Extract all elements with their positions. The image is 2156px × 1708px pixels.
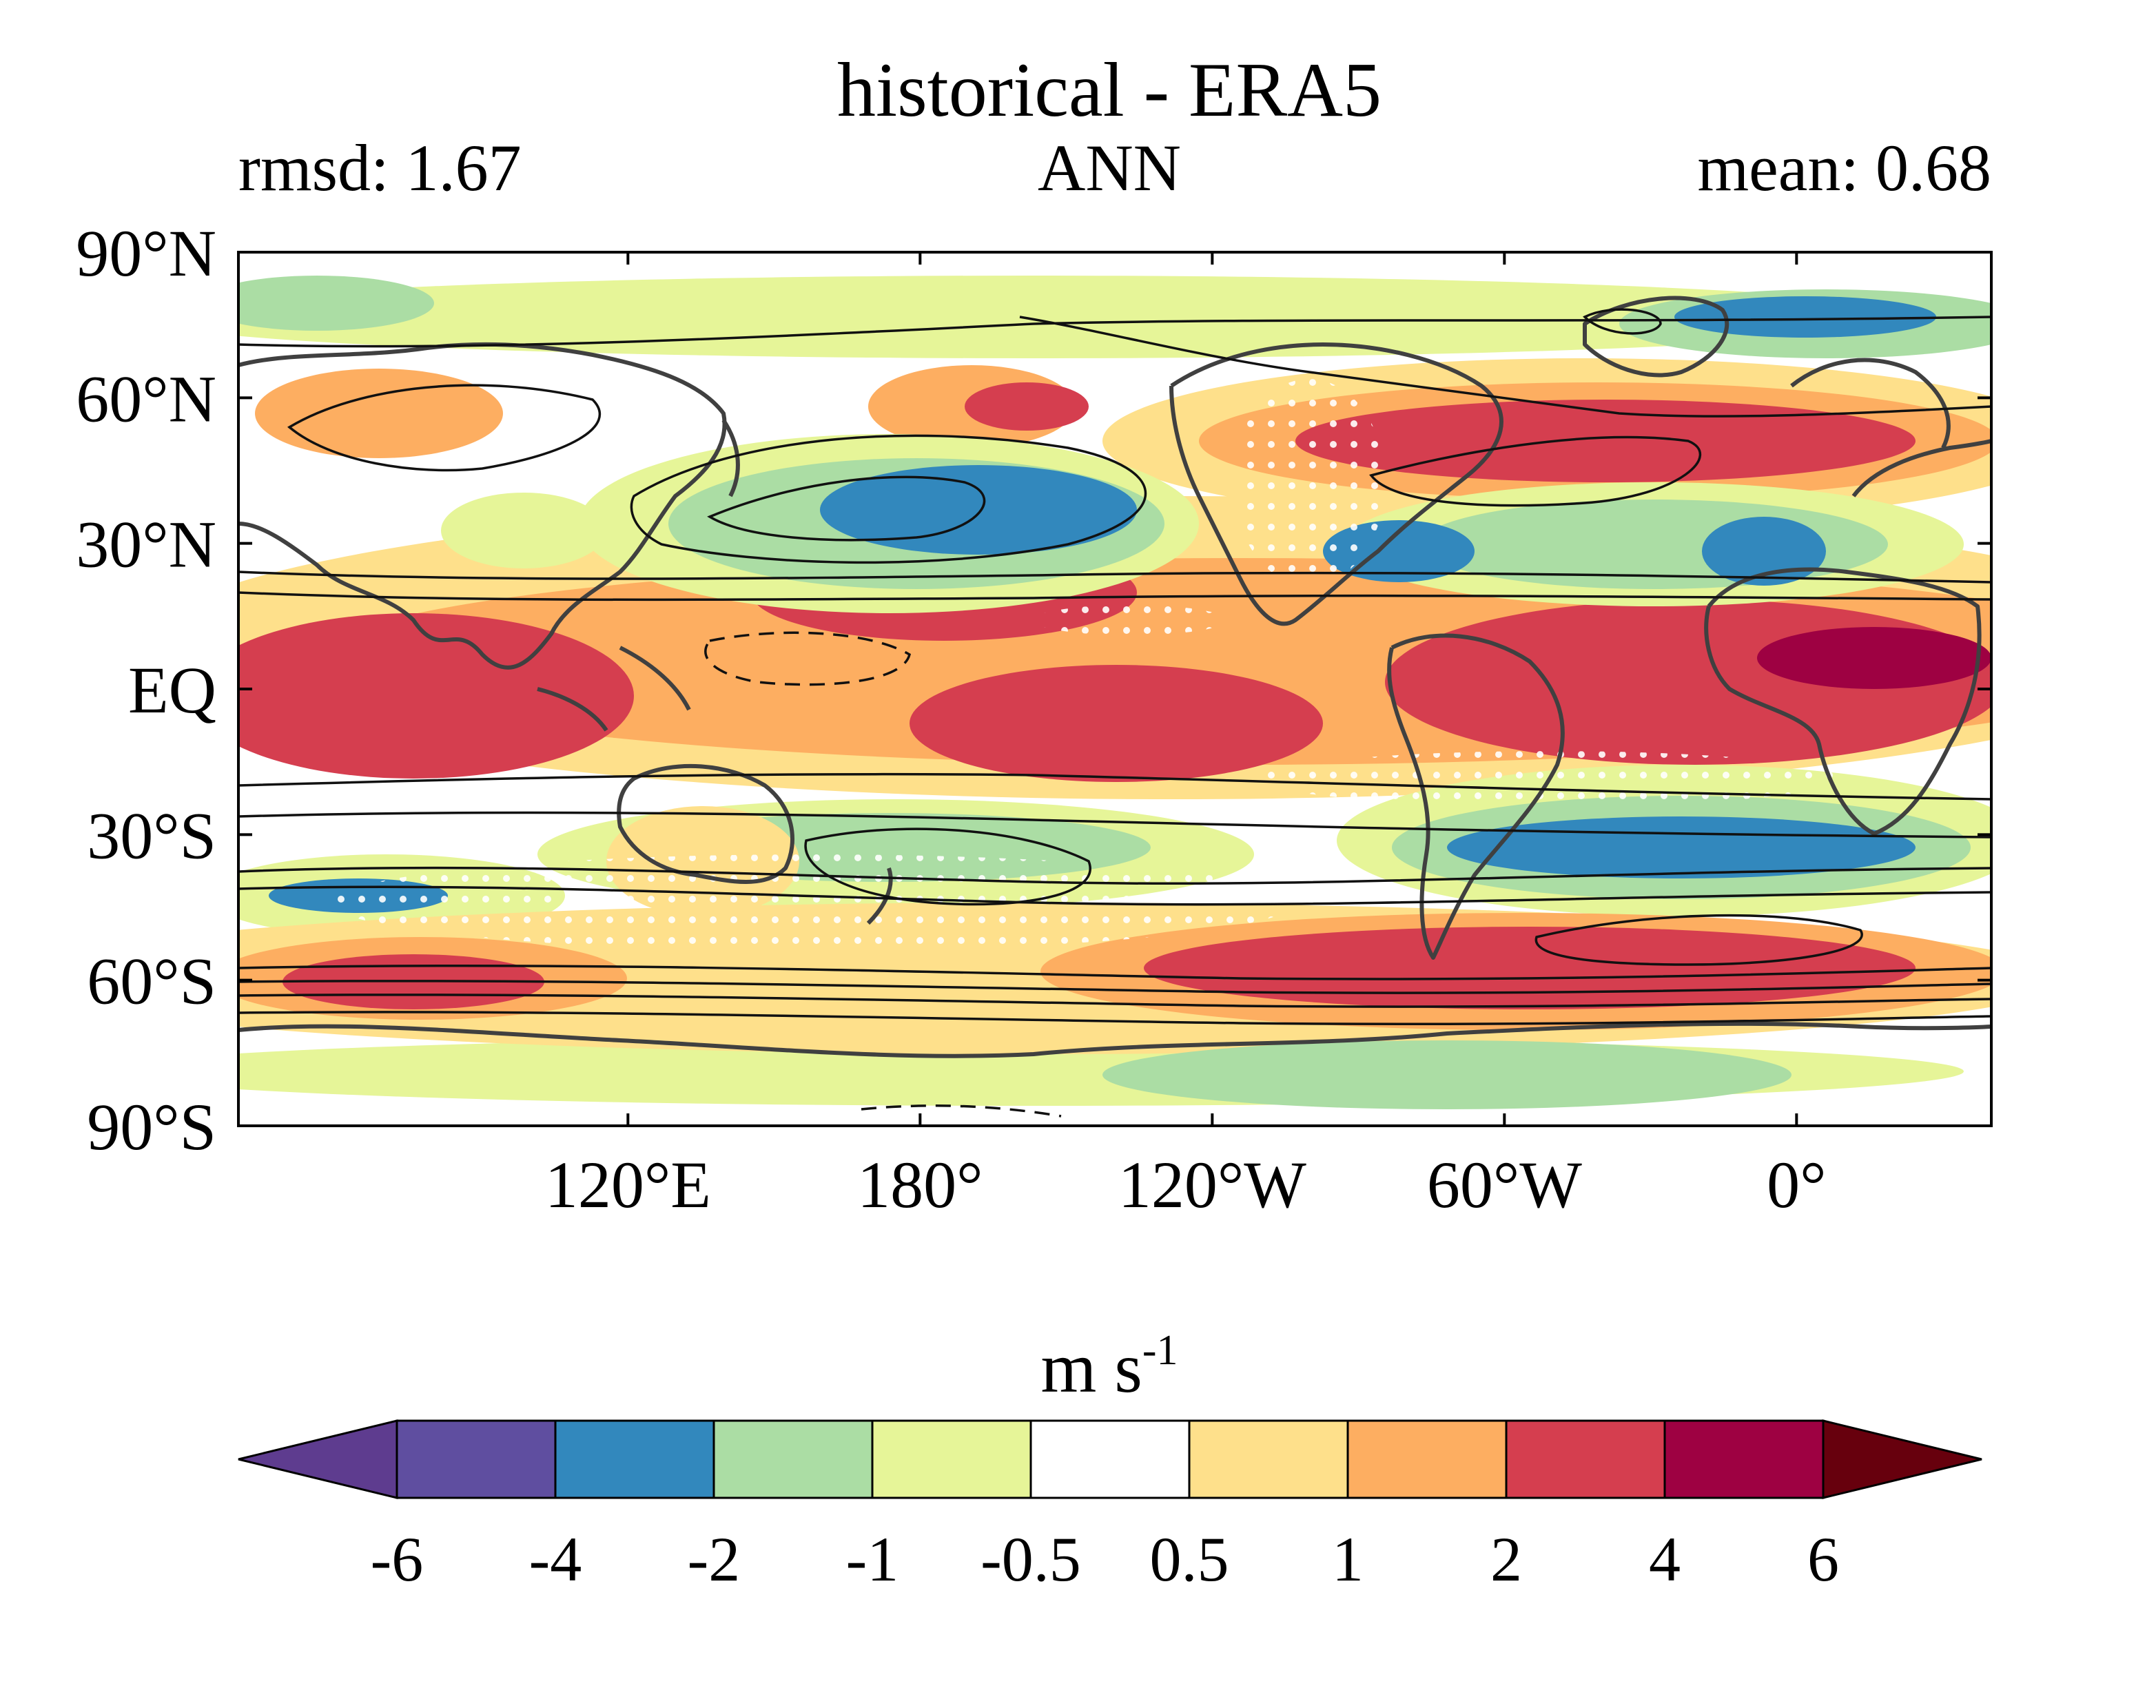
lat-label: 90°N: [76, 216, 216, 290]
anomaly-region: [441, 493, 606, 568]
colorbar-tick-label: 4: [1649, 1524, 1681, 1594]
anomaly-region: [1674, 296, 1936, 338]
lat-label: 60°N: [76, 362, 216, 435]
anomaly-region: [1295, 400, 1916, 482]
colorbar-tick-label: -2: [688, 1524, 741, 1594]
colorbar-box: [396, 1419, 557, 1499]
anomaly-region: [1144, 927, 1916, 1009]
contour-line: [287, 384, 602, 472]
stipple-region: [331, 854, 1295, 951]
lat-label: 30°S: [87, 799, 216, 872]
longitude-labels: 120°E 180° 120°W 60°W 0°: [545, 1148, 1827, 1222]
stipple-region: [1233, 379, 1385, 586]
colorbar-boxes: [238, 1419, 1982, 1499]
contour-line: [804, 827, 1091, 906]
anomaly-region: [1102, 1040, 1791, 1109]
mean-label: mean: 0.68: [1697, 131, 1991, 205]
lon-label: 60°W: [1427, 1148, 1582, 1222]
latitude-labels: 90°N 60°N 30°N EQ 30°S 60°S 90°S: [76, 216, 216, 1164]
lat-label: 90°S: [87, 1090, 216, 1164]
colorbar-tick-label: -0.5: [981, 1524, 1081, 1594]
contour-line: [238, 1011, 1991, 1025]
colorbar-tick-label: 2: [1490, 1524, 1522, 1594]
contour-line: [238, 964, 1991, 980]
coastline: [1704, 567, 1982, 836]
contour-line: [707, 475, 986, 542]
colorbar-box: [871, 1419, 1032, 1499]
contour-line: [1534, 914, 1863, 966]
contour-line: [1369, 435, 1702, 507]
unit-exponent: -1: [1142, 1327, 1178, 1374]
lon-label: 0°: [1767, 1148, 1826, 1222]
coastline: [1790, 358, 1991, 497]
colorbar-tick-label: -4: [529, 1524, 582, 1594]
colorbar-box: [712, 1419, 874, 1499]
contour-line: [1583, 308, 1662, 335]
colorbar-box: [554, 1419, 715, 1499]
anomaly-region: [255, 369, 503, 458]
contour-line: [238, 866, 1991, 885]
lat-label: 30°N: [76, 508, 216, 582]
colorbar-labels: -6 -4 -2 -1 -0.5 0.5 1 2 4 6: [371, 1524, 1839, 1594]
contour-line: [238, 885, 1991, 906]
contour-line: [238, 811, 1991, 838]
colorbar-tick-label: -6: [371, 1524, 424, 1594]
contour-line: [238, 591, 1991, 601]
anomaly-region: [910, 665, 1323, 782]
colorbar-high-extend: [1822, 1419, 1982, 1499]
contour-line-dashed: [704, 631, 912, 686]
contour-line: [630, 434, 1147, 564]
coastline: [238, 1021, 1991, 1058]
coastline: [1387, 633, 1565, 960]
contour-line: [238, 772, 1991, 801]
anomaly-fields: [238, 276, 1991, 1109]
coastline: [617, 763, 794, 884]
colorbar-box: [1505, 1419, 1666, 1499]
colorbar-box: [1029, 1419, 1191, 1499]
colorbar-box: [1663, 1419, 1825, 1499]
colorbar-box: [1188, 1419, 1349, 1499]
anomaly-region: [1757, 627, 1991, 689]
colorbar-box: [1346, 1419, 1508, 1499]
colorbar-tick-label: 1: [1332, 1524, 1364, 1594]
anomaly-region: [238, 613, 634, 779]
anomaly-region: [238, 276, 434, 331]
contour-line: [1019, 316, 1991, 418]
unit-base: m s: [1040, 1328, 1142, 1408]
figure-title: historical - ERA5: [837, 48, 1382, 133]
contour-line-dashed: [861, 1104, 1062, 1118]
lon-label: 120°E: [545, 1148, 711, 1222]
contour-line: [238, 570, 1991, 584]
colorbar: m s-1 -6 -4 -2 -1 -0.5 0.5 1 2 4 6: [238, 1327, 1982, 1594]
coastline: [1169, 342, 1503, 626]
axis-ticks: [238, 251, 1991, 1127]
lon-label: 120°W: [1118, 1148, 1306, 1222]
climatology-contours: [238, 308, 1991, 1118]
lat-label: 60°S: [87, 945, 216, 1018]
season-label: ANN: [1038, 131, 1181, 205]
anomaly-region: [820, 465, 1137, 555]
lat-label: EQ: [128, 653, 216, 727]
contour-line: [238, 994, 1991, 1008]
colorbar-unit: m s-1: [1040, 1327, 1178, 1408]
lon-label: 180°: [857, 1148, 983, 1222]
contour-line: [238, 980, 1991, 994]
coastline: [1583, 296, 1729, 378]
colorbar-tick-label: 6: [1807, 1524, 1839, 1594]
anomaly-region: [238, 276, 1929, 358]
anomaly-region: [965, 382, 1089, 431]
colorbar-low-extend: [238, 1419, 398, 1499]
stipple-region: [1034, 605, 1226, 635]
colorbar-tick-label: -1: [846, 1524, 899, 1594]
rmsd-label: rmsd: 1.67: [238, 131, 522, 205]
colorbar-tick-label: 0.5: [1150, 1524, 1229, 1594]
